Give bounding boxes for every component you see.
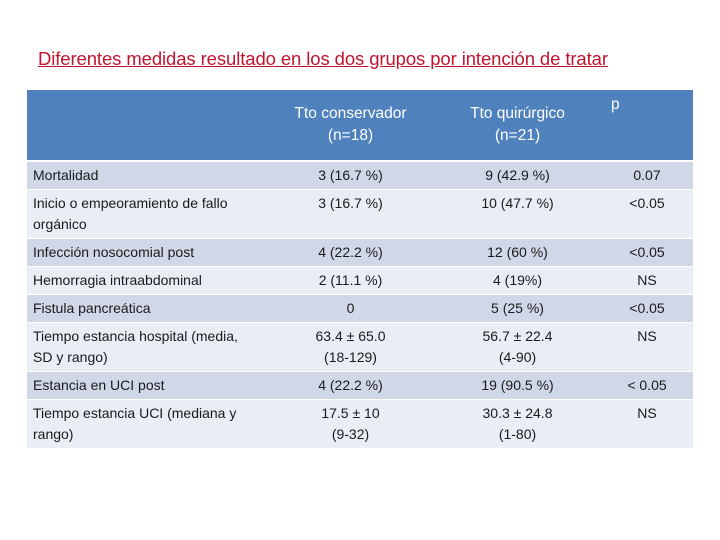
conservative-value: 17.5 ± 10 (9-32) (267, 399, 434, 449)
table-row: Mortalidad 3 (16.7 %) 9 (42.9 %) 0.07 (27, 161, 693, 190)
p-value: <0.05 (601, 189, 693, 239)
surgical-value: 10 (47.7 %) (434, 189, 601, 239)
surgical-value: 9 (42.9 %) (434, 161, 601, 190)
row-label: Tiempo estancia UCI (mediana y rango) (27, 399, 267, 449)
row-label: Inicio o empeoramiento de fallo orgánico (27, 189, 267, 239)
conservative-value: 2 (11.1 %) (267, 266, 434, 295)
p-value: < 0.05 (601, 371, 693, 400)
conservative-value: 0 (267, 294, 434, 323)
p-value: NS (601, 322, 693, 372)
conservative-value: 63.4 ± 65.0 (18-129) (267, 322, 434, 372)
surgical-value: 4 (19%) (434, 266, 601, 295)
row-label: Mortalidad (27, 161, 267, 190)
conservative-value: 4 (22.2 %) (267, 238, 434, 267)
table-row: Estancia en UCI post 4 (22.2 %) 19 (90.5… (27, 371, 693, 400)
row-label: Infección nosocomial post (27, 238, 267, 267)
surgical-value: 56.7 ± 22.4 (4-90) (434, 322, 601, 372)
header-p-value: p (601, 90, 693, 162)
row-label: Tiempo estancia hospital (media, SD y ra… (27, 322, 267, 372)
p-value: 0.07 (601, 161, 693, 190)
table-row: Tiempo estancia UCI (mediana y rango) 17… (27, 399, 693, 449)
surgical-value: 12 (60 %) (434, 238, 601, 267)
p-value: NS (601, 399, 693, 449)
row-label: Estancia en UCI post (27, 371, 267, 400)
header-surgical: Tto quirúrgico (n=21) (434, 90, 601, 162)
table-row: Inicio o empeoramiento de fallo orgánico… (27, 189, 693, 239)
p-value: <0.05 (601, 294, 693, 323)
table-header-row: Tto conservador (n=18) Tto quirúrgico (n… (27, 90, 693, 162)
header-conservative: Tto conservador (n=18) (267, 90, 434, 162)
header-empty-cell (27, 90, 267, 162)
slide-title: Diferentes medidas resultado en los dos … (38, 48, 608, 69)
row-label: Hemorragia intraabdominal (27, 266, 267, 295)
p-value: <0.05 (601, 238, 693, 267)
conservative-value: 3 (16.7 %) (267, 161, 434, 190)
row-label: Fistula pancreática (27, 294, 267, 323)
p-value: NS (601, 266, 693, 295)
results-table: Tto conservador (n=18) Tto quirúrgico (n… (27, 90, 693, 449)
surgical-value: 30.3 ± 24.8 (1-80) (434, 399, 601, 449)
conservative-value: 3 (16.7 %) (267, 189, 434, 239)
surgical-value: 5 (25 %) (434, 294, 601, 323)
table-row: Hemorragia intraabdominal 2 (11.1 %) 4 (… (27, 266, 693, 295)
table-row: Infección nosocomial post 4 (22.2 %) 12 … (27, 238, 693, 267)
surgical-value: 19 (90.5 %) (434, 371, 601, 400)
table-row: Tiempo estancia hospital (media, SD y ra… (27, 322, 693, 372)
table-row: Fistula pancreática 0 5 (25 %) <0.05 (27, 294, 693, 323)
conservative-value: 4 (22.2 %) (267, 371, 434, 400)
